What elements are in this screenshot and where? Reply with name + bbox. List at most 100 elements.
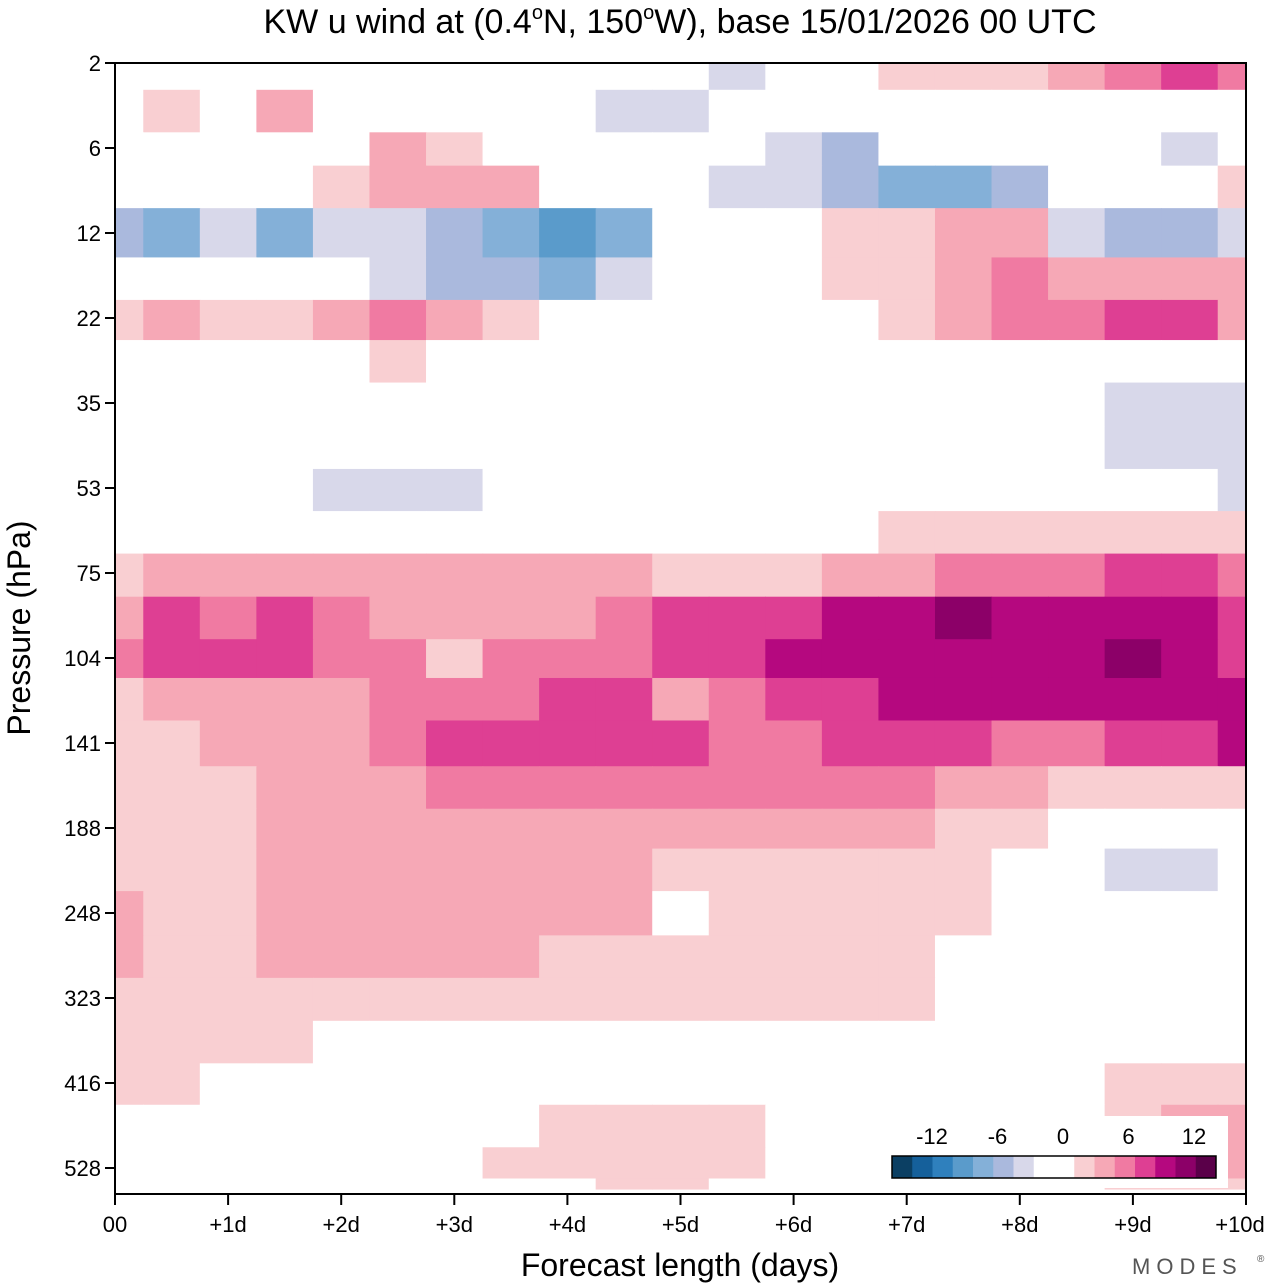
heatmap-cell	[934, 935, 993, 979]
heatmap-cell	[991, 891, 1049, 936]
heatmap-cell	[199, 1178, 257, 1190]
heatmap-cell	[1048, 977, 1106, 1022]
heatmap-cell	[878, 340, 936, 384]
heatmap-cell	[369, 89, 427, 133]
heatmap-cell	[765, 1147, 823, 1180]
heatmap-cell	[256, 299, 314, 341]
heatmap-cell	[482, 1020, 540, 1064]
heatmap-cell	[115, 596, 144, 640]
x-tick-label: +8d	[1001, 1212, 1038, 1237]
colorbar-swatch	[1054, 1156, 1075, 1178]
heatmap-cell	[539, 1178, 597, 1190]
heatmap-cell	[426, 891, 484, 936]
heatmap-cell	[312, 1147, 371, 1180]
colorbar-swatch	[892, 1156, 913, 1178]
heatmap-cell	[878, 208, 936, 259]
heatmap-cell	[708, 1104, 766, 1148]
heatmap-cell	[595, 299, 653, 341]
heatmap-cell	[991, 208, 1049, 259]
heatmap-cell	[1048, 299, 1106, 341]
heatmap-cell	[482, 426, 540, 470]
heatmap-cell	[312, 257, 371, 301]
heatmap-cell	[1217, 891, 1247, 936]
heatmap-cell	[934, 165, 993, 209]
heatmap-cell	[991, 426, 1049, 470]
heatmap-cell	[708, 426, 766, 470]
heatmap-cell	[934, 89, 993, 133]
heatmap-cell	[934, 132, 993, 167]
heatmap-cell	[1161, 63, 1219, 91]
heatmap-cell	[426, 1063, 484, 1106]
heatmap-cell	[312, 848, 371, 892]
heatmap-cell	[1217, 808, 1247, 850]
heatmap-cell	[991, 677, 1049, 722]
y-tick-label: 6	[89, 136, 101, 161]
heatmap-cell	[708, 299, 766, 341]
heatmap-cell	[115, 468, 144, 512]
heatmap-cell	[1161, 977, 1219, 1022]
heatmap-cell	[1161, 165, 1219, 209]
heatmap-cell	[115, 340, 144, 384]
heatmap-cell	[312, 165, 371, 209]
heatmap-cell	[991, 468, 1049, 512]
heatmap-cell	[708, 165, 766, 209]
heatmap-cell	[765, 208, 823, 259]
heatmap-cell	[991, 165, 1049, 209]
heatmap-cell	[369, 639, 427, 679]
heatmap-cell	[369, 977, 427, 1022]
heatmap-cell	[369, 1063, 427, 1106]
heatmap-cell	[878, 639, 936, 679]
heatmap-cell	[1104, 63, 1162, 91]
heatmap-cell	[595, 1020, 653, 1064]
heatmap-cell	[652, 1063, 710, 1106]
heatmap-cell	[652, 340, 710, 384]
heatmap-cell	[426, 89, 484, 133]
heatmap-cell	[1104, 257, 1162, 301]
heatmap-cell	[1161, 89, 1219, 133]
heatmap-cell	[595, 89, 653, 133]
heatmap-cell	[821, 891, 880, 936]
heatmap-cell	[143, 1104, 201, 1148]
heatmap-cell	[1104, 935, 1162, 979]
heatmap-cell	[652, 1104, 710, 1148]
heatmap-cell	[821, 340, 880, 384]
heatmap-cell	[1104, 596, 1162, 640]
heatmap-cell	[426, 340, 484, 384]
heatmap-cell	[199, 639, 257, 679]
heatmap-cell	[991, 382, 1049, 428]
heatmap-cell	[426, 720, 484, 767]
heatmap-cell	[765, 848, 823, 892]
heatmap-cell	[765, 165, 823, 209]
heatmap-cell	[115, 848, 144, 892]
heatmap-cell	[256, 848, 314, 892]
heatmap-cell	[143, 340, 201, 384]
heatmap-cell	[934, 468, 993, 512]
heatmap-cell	[199, 1020, 257, 1064]
heatmap-cell	[595, 1147, 653, 1180]
heatmap-cell	[256, 63, 314, 91]
heatmap-cell	[821, 1178, 880, 1190]
heatmap-cell	[991, 977, 1049, 1022]
heatmap-cell	[115, 299, 144, 341]
heatmap-cell	[539, 165, 597, 209]
heatmap-cell	[115, 677, 144, 722]
heatmap-cell	[539, 596, 597, 640]
heatmap-cell	[1048, 891, 1106, 936]
title-mid: N, 150	[543, 3, 643, 41]
heatmap-cell	[256, 677, 314, 722]
heatmap-cell	[199, 382, 257, 428]
heatmap-cell	[652, 977, 710, 1022]
heatmap-cell	[312, 553, 371, 598]
heatmap-cell	[482, 553, 540, 598]
heatmap-cell	[595, 977, 653, 1022]
heatmap-cell	[708, 468, 766, 512]
heatmap-cell	[821, 208, 880, 259]
heatmap-cell	[369, 511, 427, 555]
heatmap-cell	[482, 340, 540, 384]
heatmap-cell	[1161, 208, 1219, 259]
heatmap-cell	[991, 511, 1049, 555]
heatmap-cell	[1161, 808, 1219, 850]
heatmap-cell	[652, 720, 710, 767]
heatmap-cell	[143, 553, 201, 598]
